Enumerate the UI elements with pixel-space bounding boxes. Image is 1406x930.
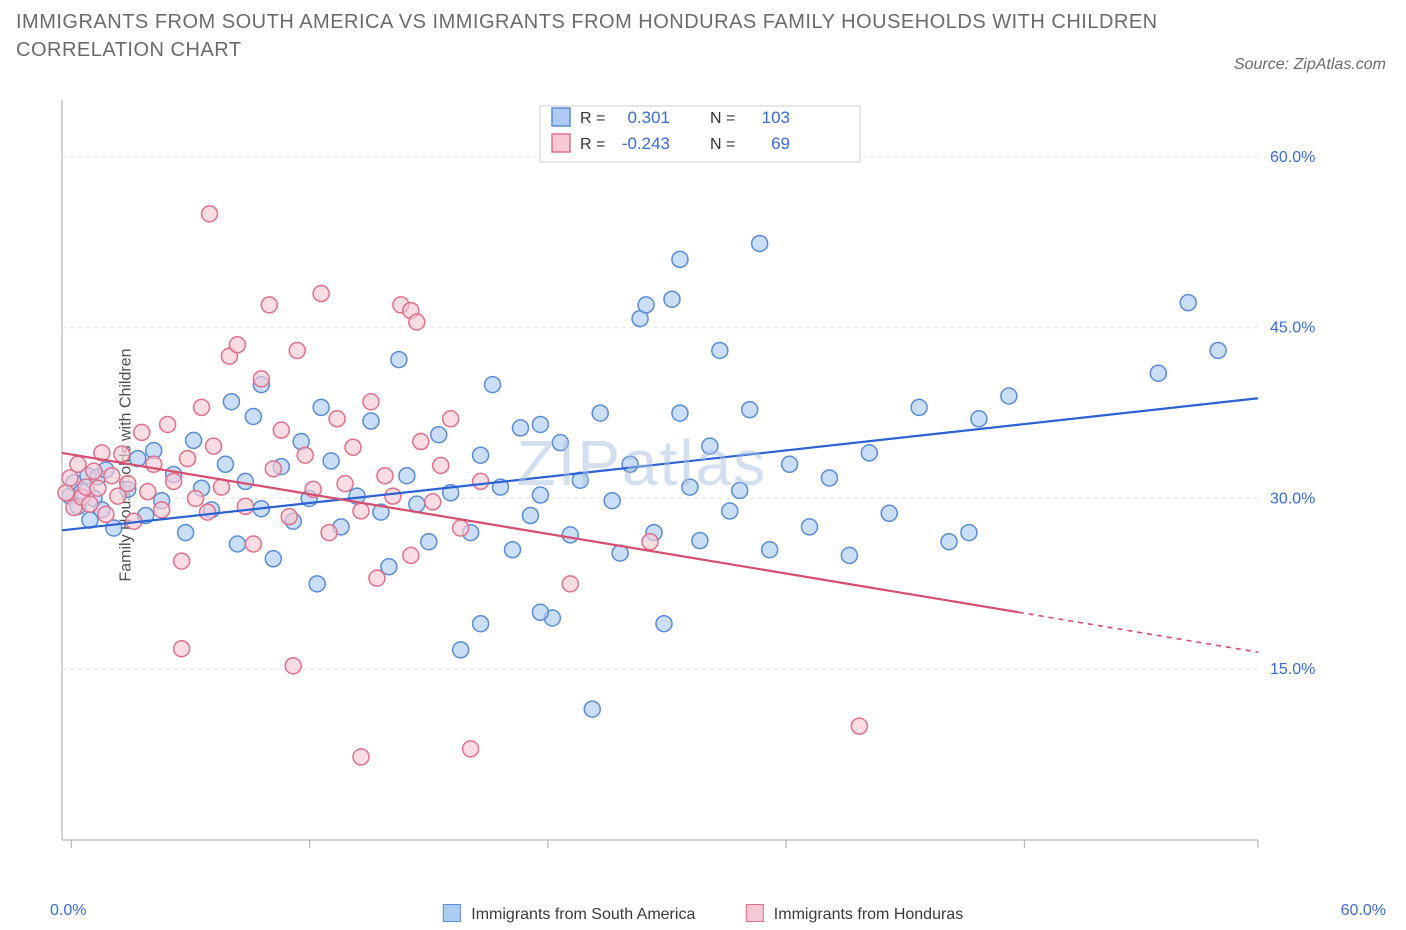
legend-item-south-america: Immigrants from South America [443,904,696,924]
legend-label-b: Immigrants from Honduras [774,906,963,923]
svg-text:30.0%: 30.0% [1270,490,1315,507]
svg-text:45.0%: 45.0% [1270,320,1315,337]
svg-text:R =: R = [580,110,605,127]
square-swatch-icon [745,904,763,922]
svg-text:15.0%: 15.0% [1270,661,1315,678]
legend-label-a: Immigrants from South America [471,906,695,923]
square-swatch-icon [443,904,461,922]
svg-text:-0.243: -0.243 [622,134,670,153]
scatter-chart: 15.0% 30.0% 45.0% 60.0% R = 0.301 N = 103 R = -0.… [50,90,1386,882]
svg-text:69: 69 [771,134,790,153]
svg-text:103: 103 [762,108,790,127]
svg-text:60.0%: 60.0% [1270,149,1315,166]
x-max-label: 60.0% [1341,902,1386,920]
svg-text:R =: R = [580,136,605,153]
svg-text:N =: N = [710,110,735,127]
chart-svg: 15.0% 30.0% 45.0% 60.0% R = 0.301 N = 103 R = -0.… [50,90,1330,860]
legend-item-honduras: Immigrants from Honduras [745,904,963,924]
source-credit: Source: ZipAtlas.com [1234,56,1386,74]
svg-text:N =: N = [710,136,735,153]
x-min-label: 0.0% [50,902,86,920]
chart-title: IMMIGRANTS FROM SOUTH AMERICA VS IMMIGRA… [16,8,1206,64]
svg-text:0.301: 0.301 [627,108,670,127]
bottom-legend: Immigrants from South America Immigrants… [443,904,963,924]
